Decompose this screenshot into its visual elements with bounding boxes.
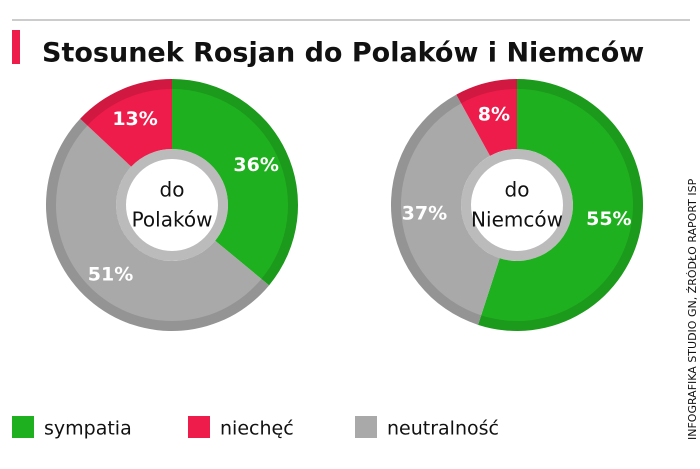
value-label: 13% [112, 108, 157, 130]
legend-label: sympatia [44, 418, 132, 440]
donut-segment [80, 79, 172, 167]
segment-edge [456, 79, 517, 104]
center-label: Polaków [132, 208, 213, 232]
value-label: 36% [233, 154, 278, 176]
center-hole [471, 159, 563, 251]
chart-title: Stosunek Rosjan do Polaków i Niemców [42, 38, 644, 69]
center-hole [126, 159, 218, 251]
legend-swatch [188, 416, 210, 438]
donut-segment [46, 118, 270, 331]
segment-edge [390, 94, 482, 325]
donut-segment [478, 79, 643, 331]
segment-edge [172, 79, 299, 286]
legend-label: neutralność [387, 418, 499, 440]
segment-edge [46, 118, 270, 331]
value-label: 37% [402, 202, 447, 224]
value-label: 8% [478, 103, 510, 125]
center-label: do [505, 178, 530, 202]
donut-segment [456, 79, 517, 156]
legend-label: niechęć [220, 418, 294, 440]
donut-segment [172, 79, 299, 286]
legend-swatch [12, 416, 34, 438]
legend-swatch [355, 416, 377, 438]
value-label: 51% [88, 263, 133, 285]
source-note: INFOGRAFIKA STUDIO GN, ŹRÓDŁO RAPORT ISP [686, 178, 699, 440]
segment-edge [80, 79, 172, 126]
title-accent [12, 30, 20, 64]
value-label: 55% [586, 208, 631, 230]
donut-segment [390, 94, 500, 325]
center-label: do [160, 178, 185, 202]
center-label: Niemców [471, 208, 563, 232]
